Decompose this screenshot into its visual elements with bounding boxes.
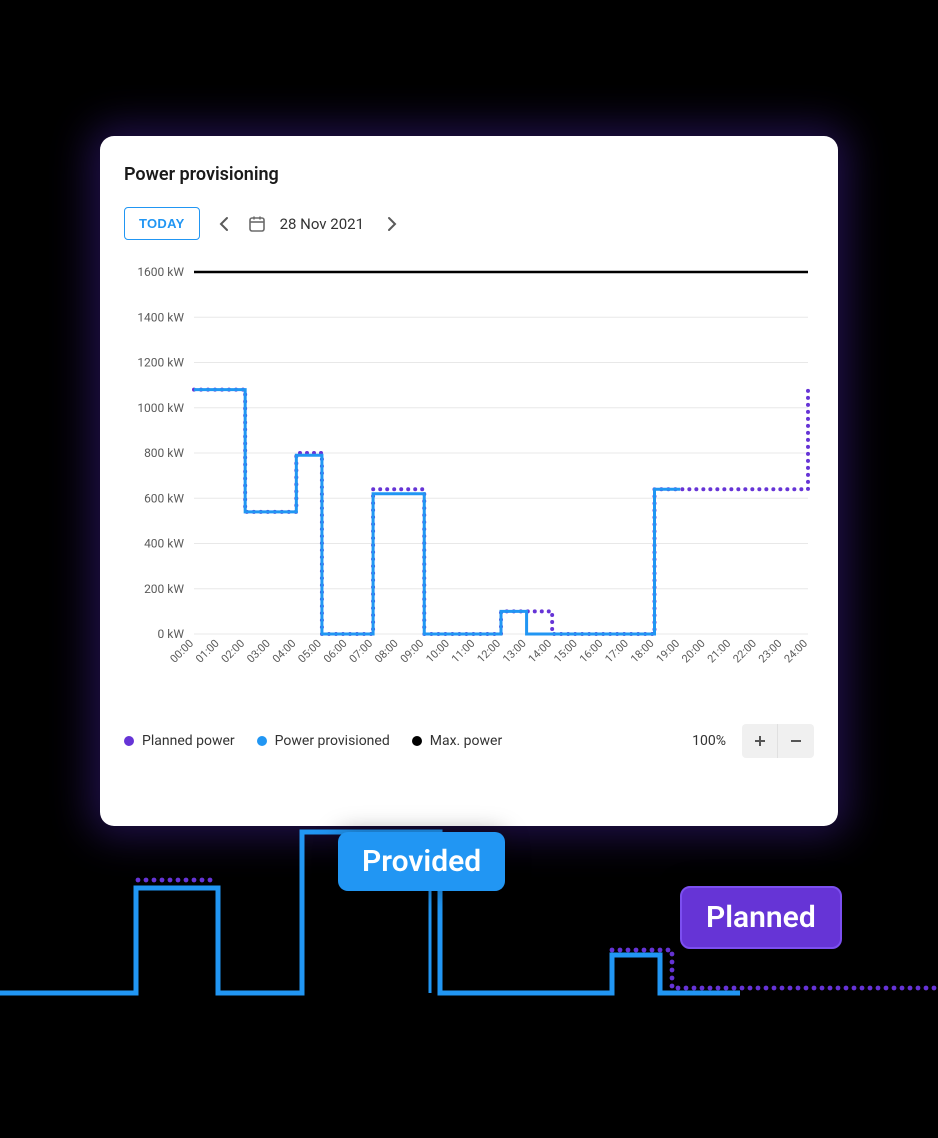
legend-label: Power provisioned	[275, 733, 390, 749]
svg-text:03:00: 03:00	[244, 637, 273, 666]
svg-text:22:00: 22:00	[730, 637, 759, 666]
svg-text:10:00: 10:00	[423, 637, 452, 666]
today-button[interactable]: TODAY	[124, 207, 200, 240]
svg-text:02:00: 02:00	[219, 637, 248, 666]
planned-badge: Planned	[680, 886, 842, 949]
svg-text:24:00: 24:00	[782, 637, 811, 666]
svg-text:800 kW: 800 kW	[144, 446, 184, 460]
svg-text:600 kW: 600 kW	[144, 491, 184, 505]
svg-text:0 kW: 0 kW	[158, 627, 185, 641]
prev-day-button[interactable]	[210, 210, 238, 238]
zoom-buttons	[742, 724, 814, 758]
power-card: Power provisioning TODAY 28 Nov 2021 0 k…	[100, 136, 838, 826]
svg-text:17:00: 17:00	[602, 637, 631, 666]
calendar-icon[interactable]	[248, 215, 266, 233]
svg-text:19:00: 19:00	[654, 637, 683, 666]
svg-text:05:00: 05:00	[295, 637, 324, 666]
legend-dot	[412, 736, 422, 746]
legend-row: Planned power Power provisioned Max. power…	[124, 724, 814, 758]
zoom-level: 100%	[692, 733, 726, 749]
legend-items: Planned power Power provisioned Max. power	[124, 733, 502, 749]
svg-text:07:00: 07:00	[347, 637, 376, 666]
legend-dot	[257, 736, 267, 746]
svg-text:23:00: 23:00	[756, 637, 785, 666]
svg-text:18:00: 18:00	[628, 637, 657, 666]
svg-text:04:00: 04:00	[270, 637, 299, 666]
zoom-in-button[interactable]	[742, 724, 778, 758]
bottom-graphic: Provided Planned	[0, 880, 938, 1070]
next-day-button[interactable]	[378, 210, 406, 238]
svg-text:01:00: 01:00	[193, 637, 222, 666]
legend-label: Planned power	[142, 733, 235, 749]
svg-text:00:00: 00:00	[168, 637, 197, 666]
svg-text:400 kW: 400 kW	[144, 537, 184, 551]
legend-item: Planned power	[124, 733, 235, 749]
chart-area: 0 kW 200 kW 400 kW 600 kW 800 kW 1000 kW 1200 …	[124, 266, 814, 706]
svg-text:1400 kW: 1400 kW	[137, 310, 184, 324]
zoom-out-button[interactable]	[778, 724, 814, 758]
svg-text:15:00: 15:00	[551, 637, 580, 666]
svg-text:16:00: 16:00	[577, 637, 606, 666]
svg-text:14:00: 14:00	[526, 637, 555, 666]
svg-text:06:00: 06:00	[321, 637, 350, 666]
svg-text:09:00: 09:00	[398, 637, 427, 666]
svg-text:1200 kW: 1200 kW	[137, 356, 184, 370]
svg-text:200 kW: 200 kW	[144, 582, 184, 596]
svg-text:1000 kW: 1000 kW	[137, 401, 184, 415]
svg-text:1600 kW: 1600 kW	[137, 266, 184, 279]
svg-text:08:00: 08:00	[372, 637, 401, 666]
legend-item: Power provisioned	[257, 733, 390, 749]
svg-text:12:00: 12:00	[475, 637, 504, 666]
legend-label: Max. power	[430, 733, 502, 749]
zoom-controls: 100%	[692, 724, 814, 758]
svg-text:13:00: 13:00	[500, 637, 529, 666]
date-display: 28 Nov 2021	[280, 215, 364, 233]
date-controls: TODAY 28 Nov 2021	[124, 207, 814, 240]
legend-item: Max. power	[412, 733, 502, 749]
legend-dot	[124, 736, 134, 746]
chart-svg: 0 kW 200 kW 400 kW 600 kW 800 kW 1000 kW 1200 …	[124, 266, 814, 706]
card-title: Power provisioning	[124, 164, 814, 185]
svg-text:11:00: 11:00	[449, 637, 478, 666]
provided-badge: Provided	[338, 832, 505, 891]
svg-text:21:00: 21:00	[705, 637, 734, 666]
svg-text:20:00: 20:00	[679, 637, 708, 666]
